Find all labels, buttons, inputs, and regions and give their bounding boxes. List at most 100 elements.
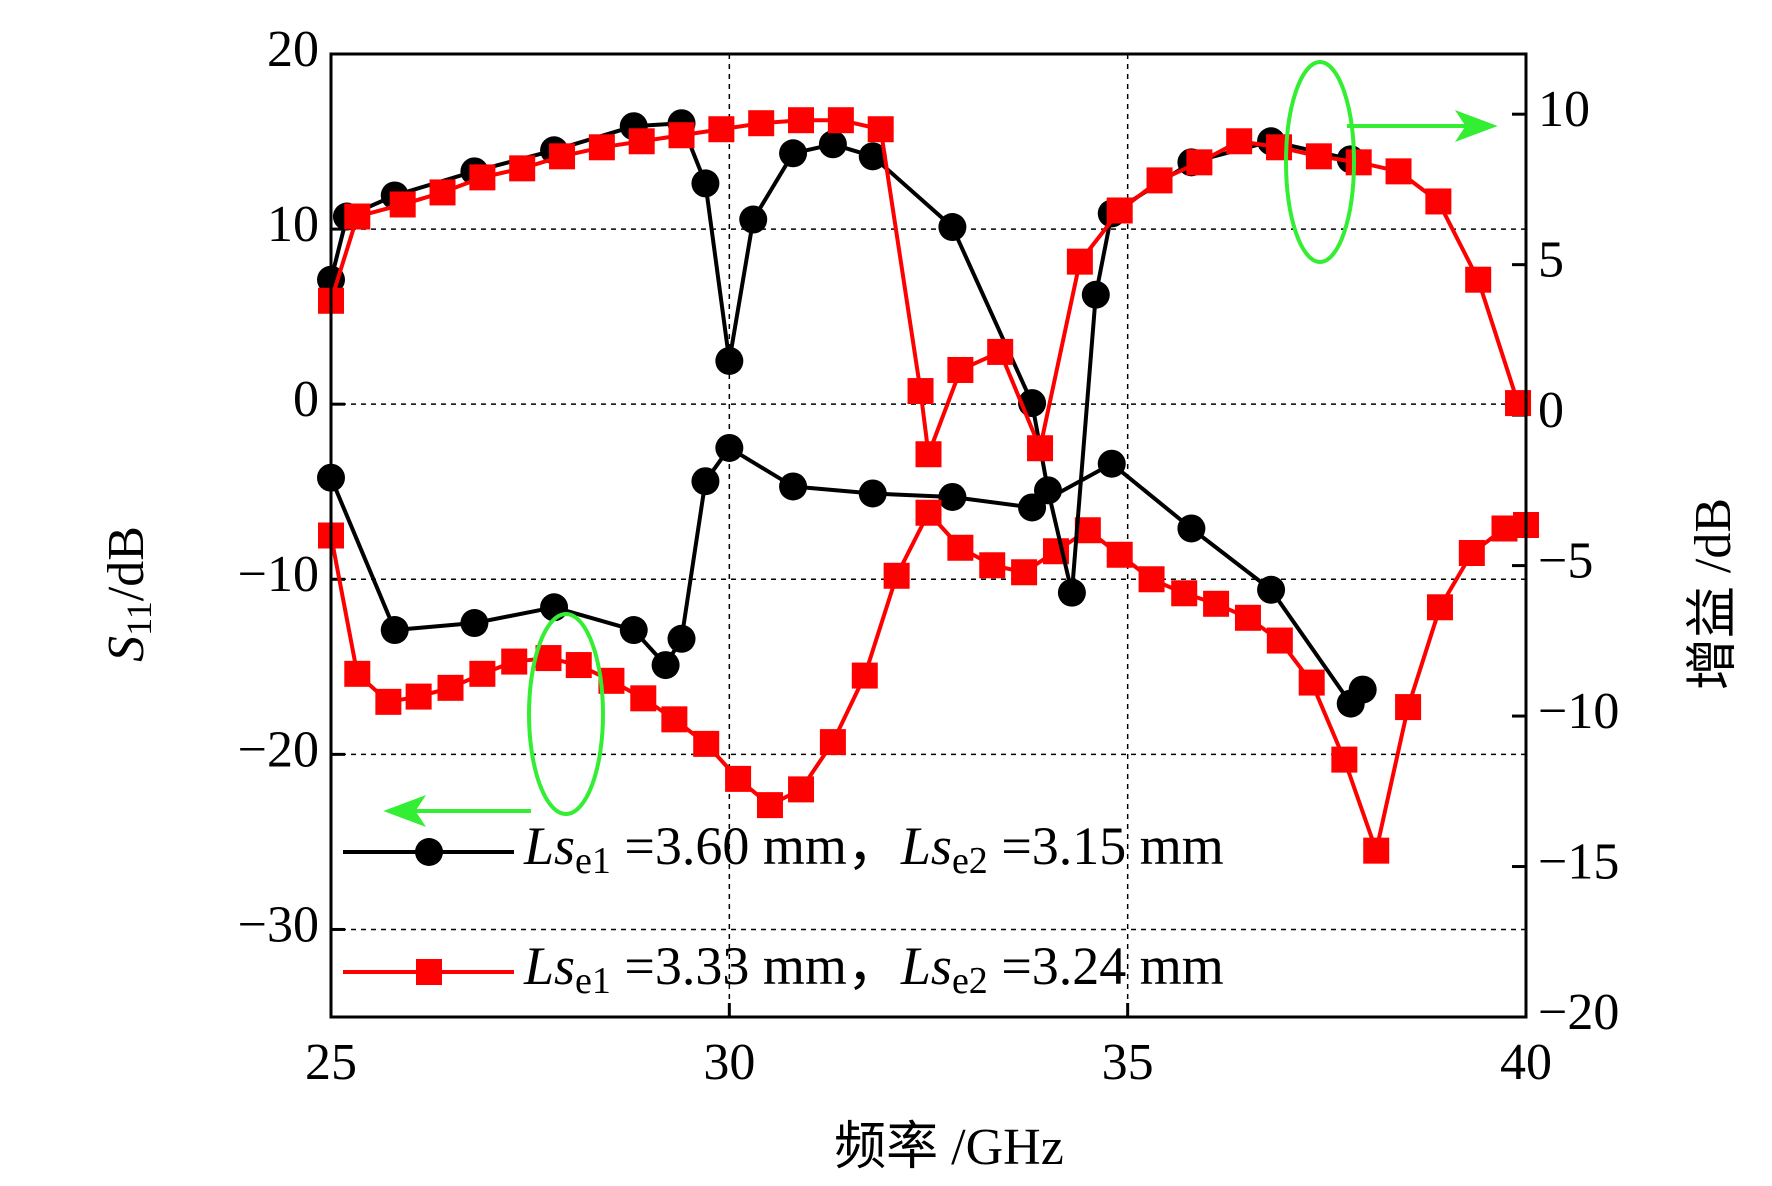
legend-text-part: Ls <box>900 816 952 876</box>
legend-label: Lse1 =3.33 mm，Lse2 =3.24 mm <box>523 936 1224 1001</box>
marker <box>667 624 696 653</box>
x-tick-label: 30 <box>703 1034 755 1091</box>
legend-label: Lse1 =3.60 mm，Lse2 =3.15 mm <box>523 816 1224 881</box>
marker <box>416 959 442 985</box>
marker <box>1385 158 1412 185</box>
marker <box>389 191 416 218</box>
marker <box>630 685 657 712</box>
marker <box>987 338 1014 365</box>
y-label-part: /dB <box>98 526 155 601</box>
marker <box>509 155 536 182</box>
legend-text-part: Ls <box>523 816 575 876</box>
arrow-head <box>1454 109 1498 143</box>
y-axis-label: S11/dB <box>98 526 159 662</box>
x-tick-label: 40 <box>1500 1034 1552 1091</box>
marker <box>1186 149 1213 176</box>
marker <box>756 792 783 819</box>
marker <box>1146 167 1173 194</box>
marker <box>1425 188 1452 215</box>
marker <box>1034 476 1062 505</box>
marker <box>788 107 815 134</box>
marker <box>1177 514 1206 543</box>
y-tick-label: 20 <box>267 21 319 78</box>
marker <box>1395 694 1422 721</box>
marker <box>1226 128 1253 155</box>
legend-text-part: =3.24 mm <box>988 936 1224 996</box>
y2-tick-label: 0 <box>1538 382 1564 439</box>
marker <box>1266 627 1293 654</box>
y-tick-label: 0 <box>293 371 319 428</box>
marker <box>779 139 808 168</box>
y-tick-label: −10 <box>238 546 319 603</box>
y2-tick-label: −10 <box>1538 683 1619 740</box>
marker <box>549 143 576 170</box>
marker <box>661 706 688 733</box>
marker <box>588 134 615 161</box>
marker <box>1234 604 1261 631</box>
y-tick-label: −30 <box>238 896 319 953</box>
marker <box>827 107 854 134</box>
marker <box>858 479 887 508</box>
marker <box>883 562 910 589</box>
marker <box>691 169 720 198</box>
marker <box>1081 280 1110 309</box>
arrow-head <box>383 794 427 828</box>
y2-tick-label: −20 <box>1538 984 1619 1041</box>
marker <box>429 179 456 206</box>
ticks: 25 30 35 40 −30 −20 −10 0 10 20 −20 −15 −10 −5 0 5 10 <box>238 21 1620 1091</box>
marker <box>565 652 592 679</box>
marker <box>1345 149 1372 176</box>
marker <box>851 662 878 689</box>
marker <box>1426 594 1453 621</box>
marker <box>1331 746 1358 773</box>
y2-tick-label: 5 <box>1538 232 1564 289</box>
marker <box>460 609 489 638</box>
marker <box>708 116 735 143</box>
marker <box>651 651 680 680</box>
y2-tick-label: 10 <box>1538 81 1590 138</box>
x-tick-label: 35 <box>1102 1034 1154 1091</box>
marker <box>1027 435 1054 462</box>
marker <box>344 203 371 230</box>
marker <box>715 346 744 375</box>
y-label-part: S <box>98 636 155 662</box>
marker <box>915 441 942 468</box>
marker <box>788 776 815 803</box>
marker <box>375 688 402 715</box>
marker <box>819 729 846 756</box>
marker <box>380 616 409 645</box>
annotation-ellipse <box>527 612 605 816</box>
marker <box>1203 590 1230 617</box>
marker <box>1298 669 1325 696</box>
marker <box>1057 578 1086 607</box>
legend-text-part: e1 <box>575 840 611 882</box>
marker <box>691 467 720 496</box>
marker <box>947 356 974 383</box>
y-tick-label: −20 <box>238 721 319 778</box>
marker <box>668 122 695 149</box>
marker <box>415 838 443 866</box>
y2-axis-label: 增益 /dB <box>1685 498 1742 690</box>
legend-text-part: e1 <box>575 960 611 1002</box>
marker <box>867 116 894 143</box>
marker <box>1171 580 1198 607</box>
marker <box>739 205 768 234</box>
x-axis-label: 频率 /GHz <box>834 1119 1064 1176</box>
marker <box>1305 143 1332 170</box>
marker <box>1458 540 1485 567</box>
marker <box>979 552 1006 579</box>
marker <box>1363 837 1390 864</box>
x-tick-label: 25 <box>305 1034 357 1091</box>
annotation-ellipse <box>1284 60 1356 264</box>
marker <box>1106 197 1133 224</box>
marker <box>938 213 967 242</box>
marker <box>1257 575 1286 604</box>
marker <box>1348 675 1377 704</box>
y2-tick-label: −5 <box>1538 533 1593 590</box>
legend-text-part: Ls <box>523 936 575 996</box>
marker <box>818 130 847 159</box>
annotations <box>383 60 1498 828</box>
y2-tick-label: −15 <box>1538 833 1619 890</box>
